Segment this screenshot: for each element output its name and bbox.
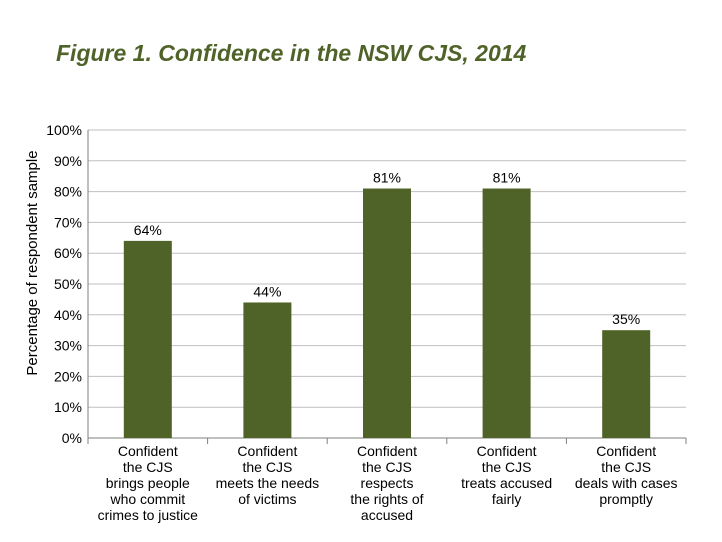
x-category-label: Confident the CJS deals with cases promptly [575,443,678,507]
y-tick-label: 90% [54,153,82,169]
x-category-label: Confident the CJS respects the rights of acc… [350,443,423,523]
y-tick-label: 10% [54,399,82,415]
data-label: 64% [134,222,162,238]
bar [123,240,172,438]
y-tick-label: 100% [46,122,82,138]
bar [243,302,292,438]
y-tick-label: 40% [54,307,82,323]
chart-title: Figure 1. Confidence in the NSW CJS, 201… [56,40,527,66]
y-tick-label: 80% [54,184,82,200]
y-tick-label: 70% [54,214,82,230]
data-label: 35% [612,311,640,327]
y-tick-label: 0% [62,430,82,446]
y-tick-label: 20% [54,368,82,384]
y-tick-label: 30% [54,338,82,354]
y-axis-label: Percentage of respondent sample [24,150,41,375]
x-category-label: Confident the CJS brings people who commit c… [98,443,199,523]
bar [363,188,411,438]
data-label: 44% [253,283,281,299]
y-tick-label: 60% [54,245,82,261]
data-label: 81% [373,170,401,186]
bar [482,188,531,438]
y-tick-label: 50% [54,276,82,292]
x-category-label: Confident the CJS meets the needs of victim… [216,443,320,507]
data-label: 81% [493,170,521,186]
bar [602,330,651,438]
x-category-label: Confident the CJS treats accused fairly [461,443,552,507]
